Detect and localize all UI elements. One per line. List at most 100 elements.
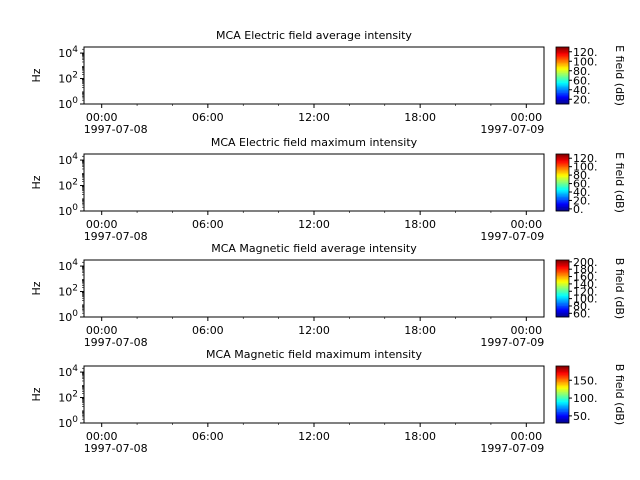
colorbar-frame [555,153,570,212]
colorbar-cell [556,61,569,63]
panel-title: MCA Magnetic field average intensity [211,242,417,255]
colorbar-cell [556,159,569,162]
colorbar-cell [556,155,569,158]
panel-3: MCA Magnetic field average intensity1001… [30,242,626,349]
colorbar-cell [556,189,569,192]
colorbar-cell [556,94,569,96]
x-tick-label: 00:00 [86,218,118,231]
colorbar-cell [556,199,569,202]
colorbar-cell [556,88,569,91]
axes-frame [83,46,545,105]
colorbar-cell [556,72,569,75]
colorbar-cell [556,95,569,98]
colorbar-cell [556,195,569,198]
x-date-label: 1997-07-09 [480,123,544,136]
colorbar-cell [556,178,569,180]
panel-2: MCA Electric field maximum intensity 100 1… [30,136,626,243]
colorbar-cell [556,201,569,203]
colorbar: 20.40.60.80.100.120. E field (dB) [555,45,626,106]
colorbar-cell [556,81,569,83]
colorbar-cell [556,69,569,72]
colorbar-cell [556,165,569,168]
x-date-label: 1997-07-09 [480,230,544,243]
colorbar: 0.20.40.60.80.100.120. E field (dB) [555,152,626,216]
panel-title: MCA Electric field average intensity [216,29,412,42]
colorbar-cell [556,175,569,178]
colorbar-cell [556,102,569,105]
colorbar-cell [556,193,569,196]
colorbar-cell [556,78,569,81]
x-tick-label: 18:00 [404,218,436,231]
colorbar-tick-label: 40. [573,84,591,97]
colorbar-cell [556,58,569,61]
colorbar-cell [556,92,569,95]
y-tick-label: 104 [58,45,78,60]
colorbar-cell [556,162,569,165]
colorbar-label: E field (dB) [613,45,626,106]
colorbar-tick-label: 60. [573,74,591,87]
colorbar-cell [556,75,569,78]
colorbar-cell [556,176,569,179]
colorbar-cell [556,82,569,85]
x-tick-label: 18:00 [404,111,436,124]
colorbar-cell [556,156,569,159]
y-axis-label: Hz [30,175,43,189]
colorbar-label: E field (dB) [613,152,626,213]
panel-1: MCA Electric field average intensity 100 1… [30,29,626,136]
colorbar-cell [556,168,569,170]
colorbar-cell [556,84,569,86]
colorbar-cell [556,188,569,190]
colorbar-cell [556,179,569,182]
colorbar-cell [556,51,569,53]
colorbar-cell [556,65,569,68]
colorbar-cell [556,54,569,56]
panel-title: MCA Electric field maximum intensity [211,136,418,149]
colorbar-cell [556,154,569,156]
colorbar-cell [556,49,569,52]
colorbar-cell [556,64,569,66]
colorbar-tick-label: 80. [573,65,591,78]
colorbar-cell [556,185,569,188]
y-tick-label: 104 [58,152,78,167]
colorbar-tick-label: 40. [573,186,591,199]
colorbar-cell [556,173,569,176]
colorbar-cell [556,85,569,88]
colorbar-cell [556,198,569,200]
colorbar-tick-label: 100. [573,55,598,68]
colorbar-tick-label: 100. [573,161,598,174]
x-tick-label: 12:00 [298,218,330,231]
x-tick-label: 00:00 [86,111,118,124]
colorbar-cell [556,209,569,212]
colorbar-cell [556,59,569,62]
colorbar-cell [556,52,569,55]
colorbar-cell [556,55,569,58]
colorbar-cell [556,62,569,65]
colorbar-tick-label: 120. [573,46,598,59]
y-tick-label: 102 [58,71,78,86]
x-tick-label: 00:00 [510,218,542,231]
x-tick-label: 00:00 [510,111,542,124]
colorbar-cell [556,192,569,195]
colorbar-cell [556,79,569,82]
colorbar-cell [556,66,569,69]
colorbar-tick-label: 80. [573,169,591,182]
y-tick-label: 100 [58,203,78,218]
colorbar-tick-label: 0. [573,203,584,216]
colorbar-cell [556,48,569,51]
colorbar-cell [556,169,569,172]
colorbar-cell [556,91,569,93]
colorbar-cell [556,191,569,193]
colorbar-tick-label: 120. [573,152,598,165]
colorbar-cell [556,206,569,209]
x-date-label: 1997-07-08 [84,123,148,136]
colorbar-tick-label: 60. [573,178,591,191]
colorbar-cell [556,183,569,186]
colorbar-cell [556,96,569,99]
colorbar-frame [555,46,570,105]
x-tick-label: 06:00 [192,218,224,231]
colorbar-cell [556,158,569,161]
colorbar-cell [556,202,569,205]
colorbar-tick-label: 20. [573,194,591,207]
colorbar-cell [556,205,569,208]
